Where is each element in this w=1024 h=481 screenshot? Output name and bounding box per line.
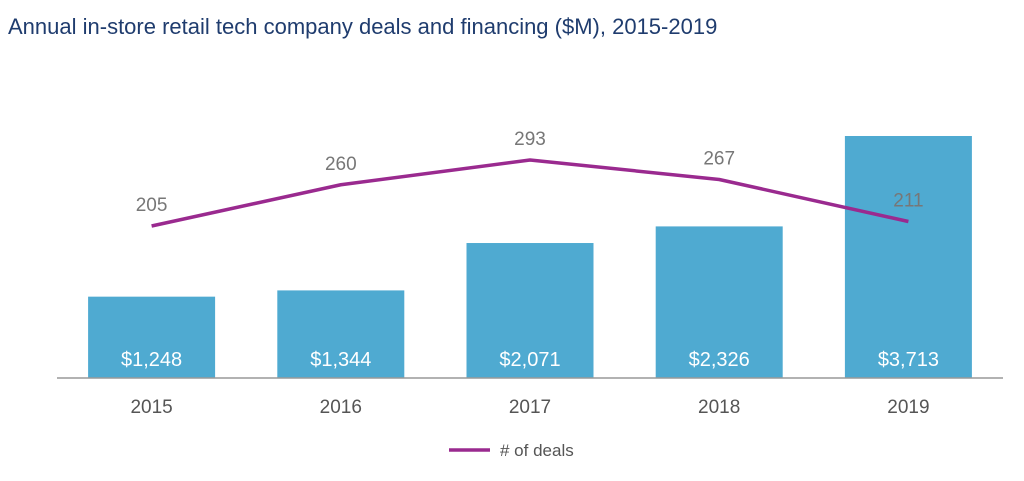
bar-value-labels: $1,248 $1,344 $2,071 $2,326 $3,713 xyxy=(121,349,939,371)
deals-value-label-2017: 293 xyxy=(514,129,546,150)
legend-label-deals: # of deals xyxy=(500,441,574,460)
x-tick-label-2015: 2015 xyxy=(130,397,172,418)
bar-2015 xyxy=(88,296,216,378)
legend: # of deals xyxy=(449,441,574,460)
deals-value-label-2015: 205 xyxy=(136,195,168,216)
bar-value-label-2018: $2,326 xyxy=(689,349,750,371)
bar-value-label-2019: $3,713 xyxy=(878,349,939,371)
bar-value-label-2017: $2,071 xyxy=(499,349,560,371)
deals-line xyxy=(151,158,909,228)
bar-value-label-2016: $1,344 xyxy=(310,349,371,371)
bar-value-label-2015: $1,248 xyxy=(121,349,182,371)
line-value-labels: 205 260 293 267 211 xyxy=(136,129,924,216)
x-tick-label-2016: 2016 xyxy=(320,397,362,418)
x-tick-label-2017: 2017 xyxy=(509,397,551,418)
x-tick-label-2018: 2018 xyxy=(698,397,740,418)
bar-2016 xyxy=(277,290,405,378)
deals-value-label-2019: 211 xyxy=(893,191,923,212)
bar-2019 xyxy=(844,136,972,378)
bar-2017 xyxy=(466,243,594,378)
category-labels: 2015 2016 2017 2018 2019 xyxy=(130,397,929,418)
bars-group xyxy=(88,136,972,378)
deals-value-label-2018: 267 xyxy=(703,149,735,170)
x-tick-label-2019: 2019 xyxy=(887,397,929,418)
chart-title: Annual in-store retail tech company deal… xyxy=(8,14,718,39)
bar-2018 xyxy=(655,226,783,378)
line-series-group xyxy=(151,158,909,228)
deals-value-label-2016: 260 xyxy=(325,154,357,175)
